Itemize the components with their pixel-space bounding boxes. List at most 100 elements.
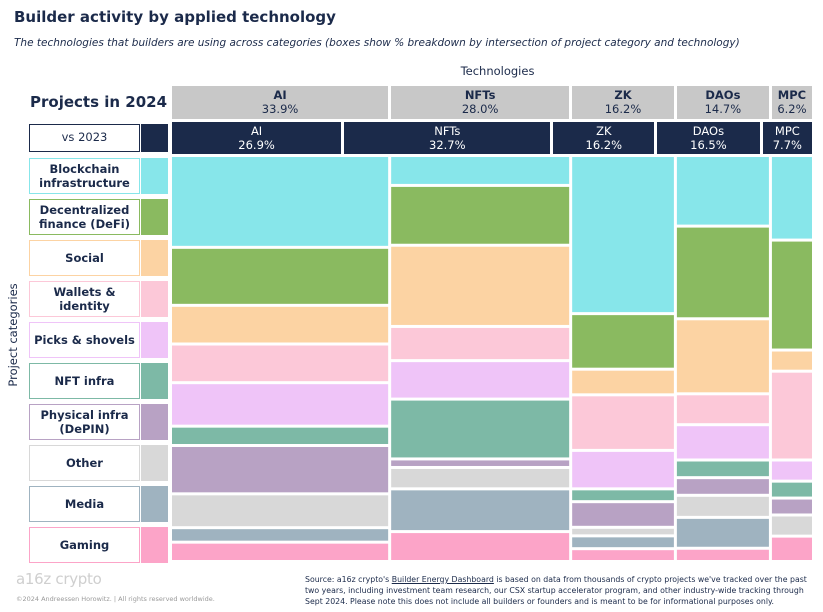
mosaic-cell-zk-1 <box>572 315 674 368</box>
mosaic-cell-ai-0 <box>172 157 389 246</box>
mosaic-cell-daos-1 <box>676 227 769 318</box>
mosaic-cell-daos-4 <box>676 426 769 459</box>
y2024-tech-share: 14.7% <box>704 102 742 116</box>
mosaic-cell-mpc-7 <box>771 516 812 535</box>
mosaic-cell-zk-6 <box>572 503 674 526</box>
mosaic-cell-nfts-6 <box>391 460 570 466</box>
mosaic-cell-nfts-7 <box>391 468 570 488</box>
y2024-tech-name: DAOs <box>705 88 741 102</box>
category-swatch <box>141 240 168 276</box>
y2024-tech-name: MPC <box>777 88 807 102</box>
mosaic-cell-ai-8 <box>172 529 389 541</box>
mosaic-cell-ai-4 <box>172 384 389 425</box>
y2024-header-ai: AI 33.9% <box>172 86 389 119</box>
mosaic-cell-mpc-9 <box>771 537 812 560</box>
mosaic-cell-nfts-0 <box>391 157 570 184</box>
category-swatch <box>141 281 168 317</box>
y2023-header-zk: ZK 16.2% <box>553 122 655 154</box>
y2024-tech-share: 16.2% <box>604 102 642 116</box>
y2024-header-nfts: NFTs 28.0% <box>391 86 570 119</box>
y2024-tech-name: NFTs <box>464 88 496 102</box>
mosaic-cell-zk-3 <box>572 396 674 449</box>
mosaic-cell-daos-2 <box>676 320 769 393</box>
category-label: Physical infra (DePIN) <box>29 404 140 440</box>
mosaic-cell-ai-5 <box>172 427 389 444</box>
projects-2024-heading: Projects in 2024 <box>30 93 168 111</box>
a16z-crypto-logo: a16z crypto <box>16 570 102 588</box>
y2024-header-zk: ZK 16.2% <box>572 86 674 119</box>
category-label: Media <box>29 486 140 522</box>
y2023-header-mpc: MPC 7.7% <box>762 122 812 154</box>
category-swatch <box>141 445 168 481</box>
copyright-notice: ©2024 Andreessen Horowitz. | All rights … <box>16 595 215 603</box>
mosaic-cell-nfts-1 <box>391 186 570 244</box>
mosaic-cell-ai-7 <box>172 495 389 527</box>
category-swatch <box>141 486 168 522</box>
mosaic-cell-mpc-0 <box>771 157 812 239</box>
mosaic-cell-mpc-2 <box>771 351 812 370</box>
mosaic-cell-mpc-5 <box>771 482 812 497</box>
y2024-tech-share: 33.9% <box>261 102 299 116</box>
mosaic-cell-ai-1 <box>172 248 389 304</box>
y2023-tech-share: 7.7% <box>772 138 802 152</box>
mosaic-cell-ai-2 <box>172 306 389 343</box>
mosaic-cell-ai-6 <box>172 447 389 493</box>
y2023-tech-share: 32.7% <box>429 138 466 152</box>
mosaic-cell-zk-2 <box>572 370 674 394</box>
category-swatch <box>141 527 168 563</box>
mosaic-cell-zk-7 <box>572 528 674 535</box>
mosaic-cell-nfts-8 <box>391 490 570 531</box>
mosaic-cell-mpc-4 <box>771 461 812 480</box>
category-label: Other <box>29 445 140 481</box>
mosaic-cell-nfts-5 <box>391 400 570 458</box>
mosaic-cell-nfts-9 <box>391 533 570 560</box>
chart-title: Builder activity by applied technology <box>14 8 336 26</box>
mosaic-cell-ai-9 <box>172 543 389 560</box>
builder-energy-dashboard-link[interactable]: Builder Energy Dashboard <box>391 575 494 584</box>
mosaic-cell-daos-8 <box>676 518 769 547</box>
y2023-tech-share: 26.9% <box>238 138 275 152</box>
mosaic-cell-daos-6 <box>676 479 769 494</box>
y2023-tech-share: 16.5% <box>690 138 727 152</box>
category-label: Blockchain infrastructure <box>29 158 140 194</box>
y2024-header-daos: DAOs 14.7% <box>676 86 769 119</box>
y2023-tech-name: AI <box>250 124 263 138</box>
category-swatch <box>141 363 168 399</box>
mosaic-cell-daos-5 <box>676 461 769 477</box>
y2023-tech-name: MPC <box>774 124 800 138</box>
category-swatch <box>141 404 168 440</box>
mosaic-cell-mpc-6 <box>771 499 812 514</box>
y2023-tech-name: DAOs <box>692 124 725 138</box>
mosaic-cell-daos-0 <box>676 157 769 225</box>
mosaic-cell-zk-8 <box>572 537 674 548</box>
y2024-tech-share: 6.2% <box>777 102 807 116</box>
technologies-axis-title: Technologies <box>460 64 535 78</box>
y2023-tech-share: 16.2% <box>585 138 623 152</box>
category-swatch <box>141 199 168 235</box>
y2024-tech-name: ZK <box>614 88 632 102</box>
mosaic-cell-zk-9 <box>572 550 674 560</box>
mosaic-cell-nfts-4 <box>391 362 570 398</box>
category-swatch <box>141 158 168 194</box>
y2023-tech-name: NFTs <box>434 124 461 138</box>
mosaic-cell-mpc-3 <box>771 372 812 459</box>
category-label: Social <box>29 240 140 276</box>
mosaic-cell-daos-9 <box>676 549 769 560</box>
vs-2023-label: vs 2023 <box>29 124 140 152</box>
mosaic-cell-zk-5 <box>572 490 674 501</box>
source-note: Source: a16z crypto's Builder Energy Das… <box>305 574 817 607</box>
category-label: Decentralized finance (DeFi) <box>29 199 140 235</box>
vs-2023-swatch <box>141 124 168 152</box>
mosaic-cell-nfts-3 <box>391 327 570 360</box>
source-prefix: Source: a16z crypto's <box>305 575 392 584</box>
mosaic-cell-ai-3 <box>172 345 389 382</box>
mosaic-cell-zk-0 <box>572 157 674 313</box>
category-label: Wallets & identity <box>29 281 140 317</box>
mosaic-cell-daos-7 <box>676 496 769 516</box>
category-label: Picks & shovels <box>29 322 140 358</box>
category-label: NFT infra <box>29 363 140 399</box>
y2024-tech-name: AI <box>273 88 287 102</box>
mosaic-cell-daos-3 <box>676 395 769 424</box>
category-label: Gaming <box>29 527 140 563</box>
